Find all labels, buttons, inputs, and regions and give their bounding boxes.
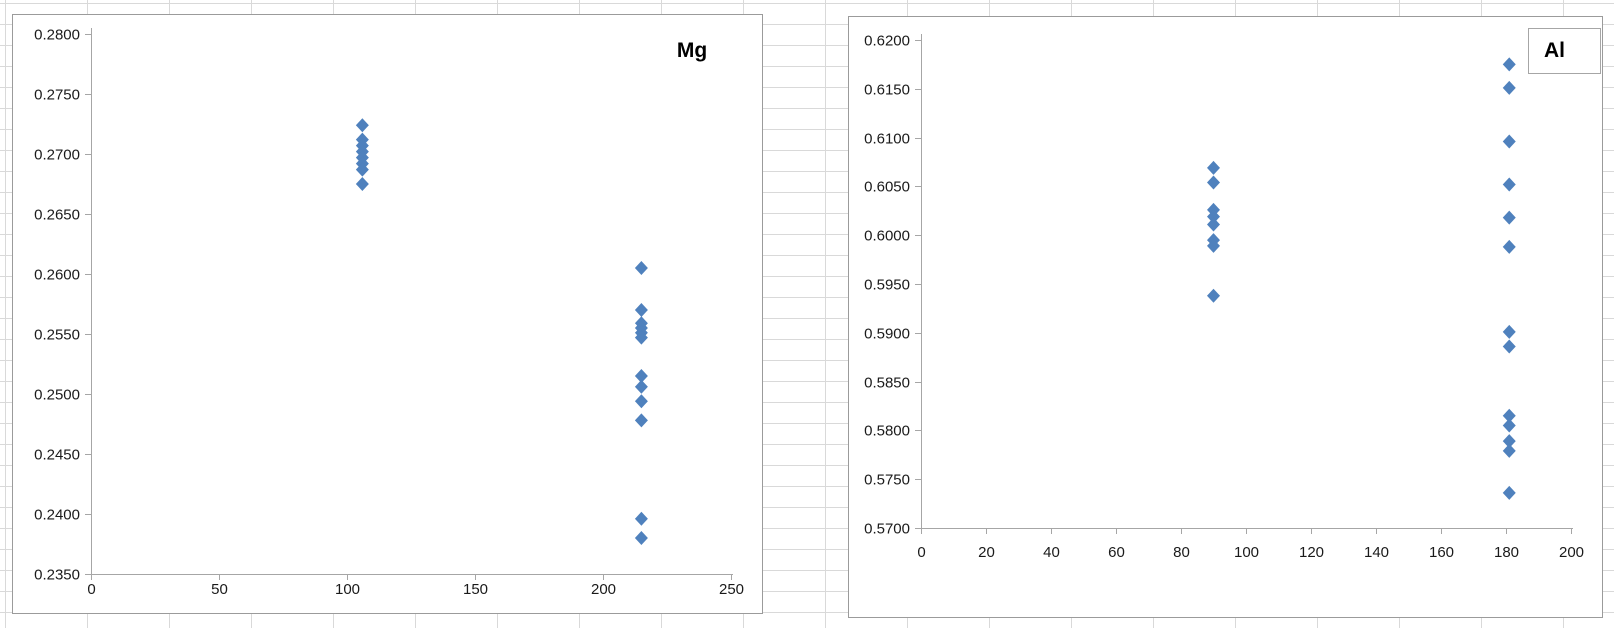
data-point-marker[interactable]	[1502, 418, 1516, 433]
al-plot-area: 0.6200 0.6150 0.6100 0.6050 0.6000 0.5950 0.59…	[864, 33, 1584, 562]
x-tick-label: 50	[211, 581, 228, 598]
y-tick-label: 0.5750	[864, 472, 910, 489]
data-point-marker[interactable]	[1502, 485, 1516, 500]
data-point-marker[interactable]	[634, 394, 648, 409]
x-tick-label: 160	[1429, 544, 1454, 561]
x-tick-label: 60	[1108, 544, 1125, 561]
data-point-marker[interactable]	[1502, 434, 1516, 449]
data-point-marker[interactable]	[634, 303, 648, 317]
data-point-marker[interactable]	[634, 261, 648, 275]
y-tick-label: 0.2650	[34, 207, 80, 224]
y-tick-label: 0.5900	[864, 326, 910, 343]
x-tick-label: 40	[1043, 544, 1060, 561]
data-point-marker[interactable]	[1502, 177, 1516, 192]
y-tick-label: 0.2800	[34, 27, 80, 44]
data-point-marker[interactable]	[1207, 217, 1220, 232]
data-point-marker[interactable]	[634, 330, 648, 345]
y-tick-label: 0.2350	[34, 567, 80, 584]
y-tick-label: 0.2600	[34, 267, 80, 284]
y-tick-label: 0.2450	[34, 447, 80, 464]
data-point-marker[interactable]	[634, 413, 648, 428]
y-tick-label: 0.5700	[864, 521, 910, 538]
y-tick-label: 0.6100	[864, 131, 910, 148]
mg-series-label: Mg	[676, 39, 708, 62]
data-point-marker[interactable]	[355, 118, 369, 133]
x-tick-label: 100	[1234, 544, 1259, 561]
data-point-marker[interactable]	[1502, 408, 1516, 423]
x-tick-label: 100	[335, 581, 360, 598]
data-point-marker[interactable]	[355, 177, 369, 191]
data-point-marker[interactable]	[1502, 80, 1516, 95]
y-tick-label: 0.6200	[864, 33, 910, 50]
x-tick-label: 200	[1559, 544, 1584, 561]
data-point-marker[interactable]	[355, 162, 369, 177]
x-tick-label: 150	[463, 581, 488, 598]
al-scatter-chart[interactable]: 0.6200 0.6150 0.6100 0.6050 0.6000 0.5950 0.59…	[848, 16, 1603, 618]
y-tick-label: 0.6000	[864, 228, 910, 245]
y-tick-label: 0.2400	[34, 507, 80, 524]
y-tick-label: 0.2550	[34, 327, 80, 344]
x-tick-label: 200	[591, 581, 616, 598]
y-tick-label: 0.6050	[864, 179, 910, 196]
data-point-marker[interactable]	[1502, 339, 1516, 354]
x-tick-label: 180	[1494, 544, 1519, 561]
x-tick-label: 140	[1364, 544, 1389, 561]
x-tick-label: 0	[87, 581, 95, 598]
y-tick-label: 0.5950	[864, 277, 910, 294]
data-point-marker[interactable]	[1502, 239, 1516, 254]
data-point-marker[interactable]	[634, 531, 648, 545]
data-point-marker[interactable]	[634, 369, 648, 383]
data-point-marker[interactable]	[1502, 324, 1516, 339]
data-point-marker[interactable]	[1502, 210, 1516, 225]
x-tick-label: 250	[719, 581, 744, 598]
data-point-marker[interactable]	[1207, 288, 1220, 303]
x-tick-label: 20	[978, 544, 995, 561]
data-point-marker[interactable]	[1207, 175, 1220, 190]
x-tick-label: 80	[1173, 544, 1190, 561]
data-point-marker[interactable]	[1502, 134, 1516, 149]
y-tick-label: 0.5850	[864, 375, 910, 392]
data-point-marker[interactable]	[1207, 160, 1220, 175]
data-point-marker[interactable]	[1207, 209, 1220, 224]
mg-scatter-chart[interactable]: 0.2800 0.2750 0.2700 0.2650 0.2600 0.2550 0.25…	[12, 14, 763, 614]
data-point-marker[interactable]	[634, 511, 648, 526]
al-series-label: Al	[1544, 39, 1565, 62]
y-tick-label: 0.2750	[34, 87, 80, 104]
x-tick-label: 120	[1299, 544, 1324, 561]
data-point-marker[interactable]	[634, 379, 648, 394]
y-tick-label: 0.6150	[864, 82, 910, 99]
data-point-marker[interactable]	[1502, 57, 1516, 72]
y-tick-label: 0.2500	[34, 387, 80, 404]
data-point-marker[interactable]	[1207, 238, 1220, 253]
x-tick-label: 0	[917, 544, 925, 561]
mg-plot-area: 0.2800 0.2750 0.2700 0.2650 0.2600 0.2550 0.25…	[34, 27, 744, 599]
y-tick-label: 0.5800	[864, 423, 910, 440]
data-point-marker[interactable]	[1502, 443, 1516, 458]
al-legend-box: Al	[1528, 28, 1601, 74]
y-tick-label: 0.2700	[34, 147, 80, 164]
